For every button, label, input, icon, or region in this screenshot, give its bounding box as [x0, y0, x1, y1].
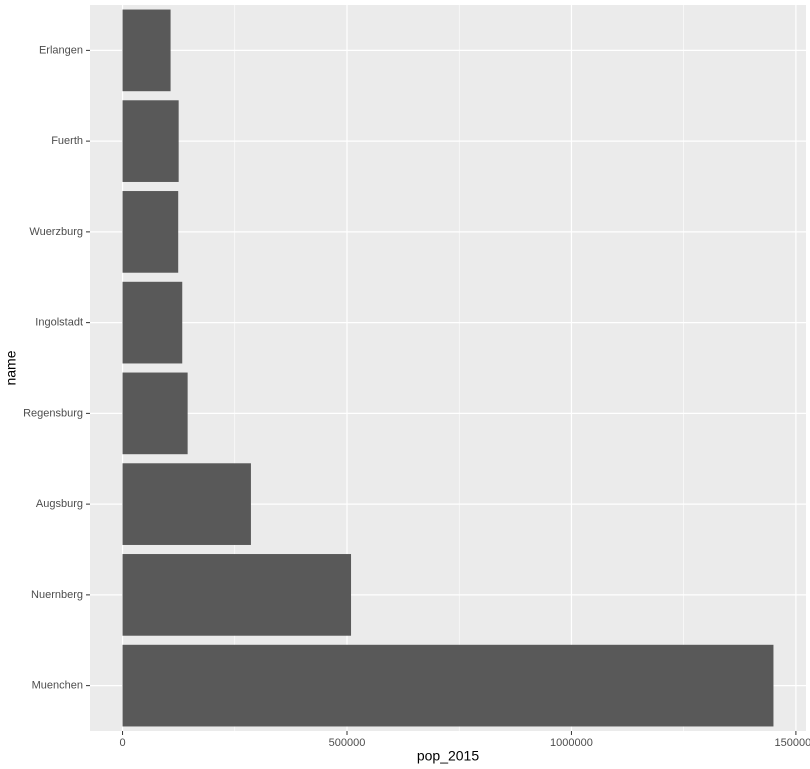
- y-tick-label: Wuerzburg: [29, 226, 83, 238]
- bar: [122, 191, 179, 273]
- y-tick-label: Nuernberg: [31, 589, 83, 601]
- y-tick-label: Fuerth: [51, 135, 83, 147]
- y-axis-title: name: [3, 350, 19, 385]
- x-tick-label: 1500000: [774, 737, 810, 749]
- x-tick-label: 0: [119, 737, 125, 749]
- x-tick-label: 1000000: [550, 737, 593, 749]
- bar: [122, 644, 774, 727]
- bar: [122, 554, 352, 636]
- bar: [122, 281, 183, 364]
- y-tick-label: Muenchen: [32, 680, 83, 692]
- y-tick-label: Augsburg: [36, 498, 83, 510]
- bar: [122, 463, 251, 545]
- bar: [122, 100, 179, 182]
- bar: [122, 9, 171, 92]
- x-axis-title: pop_2015: [417, 748, 480, 764]
- y-tick-label: Erlangen: [39, 44, 83, 56]
- y-tick-label: Ingolstadt: [35, 317, 83, 329]
- bar: [122, 372, 188, 455]
- x-tick-label: 500000: [329, 737, 366, 749]
- y-tick-label: Regensburg: [23, 407, 83, 419]
